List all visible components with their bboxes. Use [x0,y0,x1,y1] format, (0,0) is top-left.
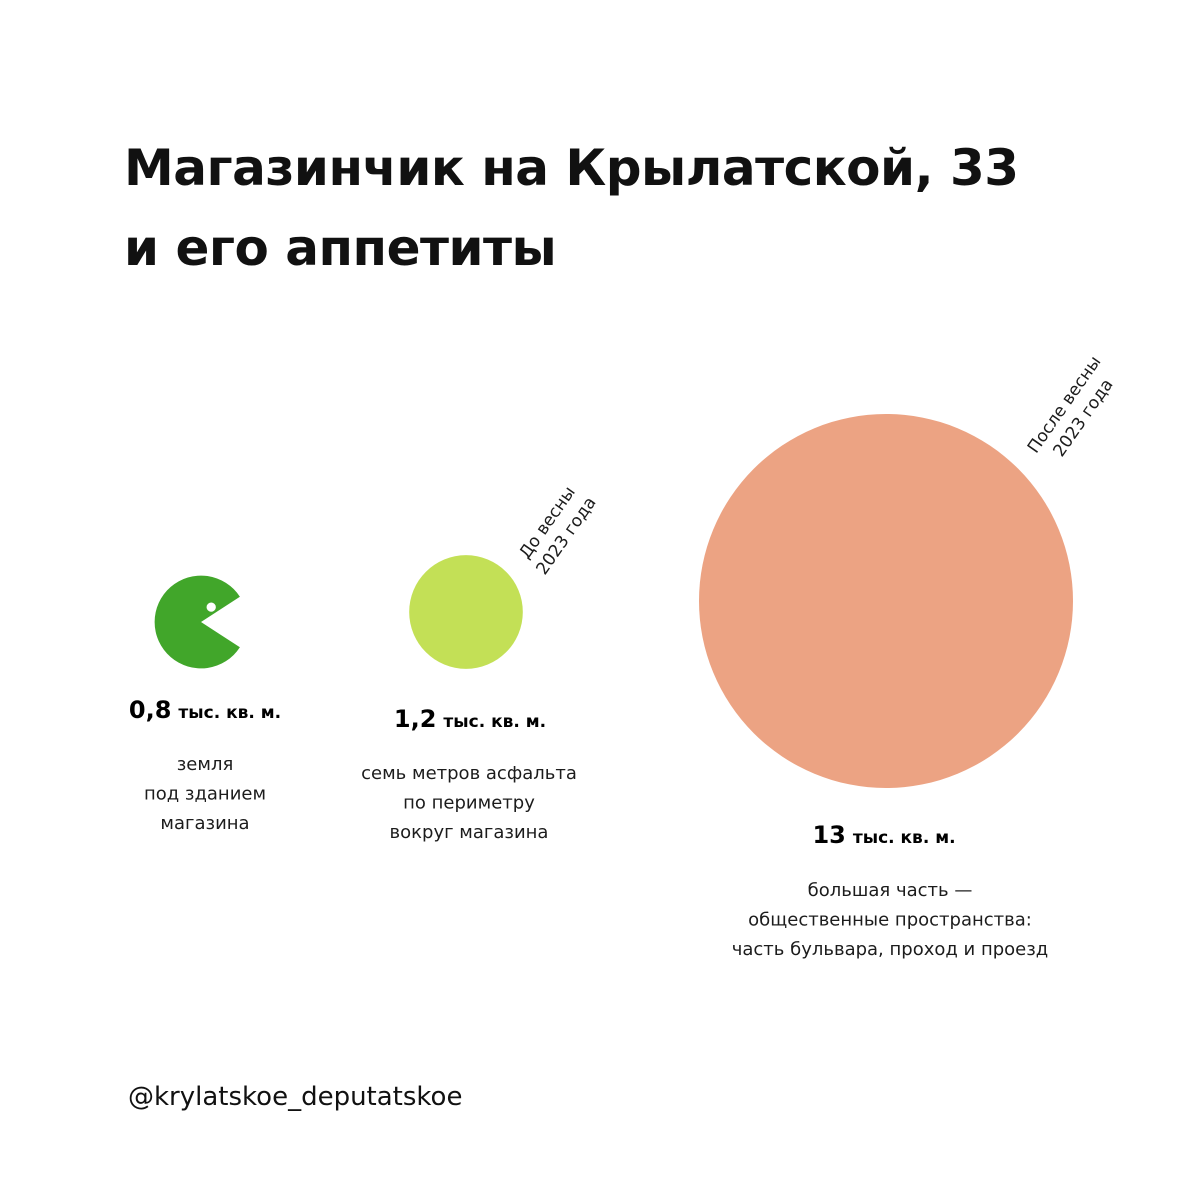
description-land: земля под зданием магазина [144,754,266,834]
pacman-icon [154,575,240,669]
value-number-land: 0,8 [129,696,172,724]
chart-title: Магазинчик на Крылатской, 33 и его аппет… [124,128,1124,288]
value-unit-after: тыс. кв. м. [853,828,956,848]
description-line: вокруг магазина [390,822,549,843]
value-number-after: 13 [812,821,845,849]
description-line: часть бульвара, проход и проезд [732,939,1049,960]
description-after: большая часть — общественные пространства… [732,880,1049,960]
bubble-before [409,555,523,669]
period-label-before: До весны2023 года [514,480,601,579]
value-label-after: 13 тыс. кв. м. [812,821,955,849]
pacman-eye [206,602,216,612]
description-before: семь метров асфальта по периметру вокруг м… [361,763,577,843]
description-line: большая часть — [808,880,973,901]
description-line: под зданием [144,784,266,805]
value-unit-before: тыс. кв. м. [443,712,546,732]
description-line: общественные пространства: [748,910,1032,931]
description-line: семь метров асфальта [361,763,577,784]
period-label-after: После весны2023 года [1024,353,1124,471]
chart-title-line-1: Магазинчик на Крылатской, 33 [124,139,1019,197]
chart-title-line-2: и его аппетиты [124,219,557,277]
bubble-after [699,414,1073,788]
value-label-before: 1,2 тыс. кв. м. [394,705,546,733]
author-handle[interactable]: @krylatskoe_deputatskoe [128,1082,463,1112]
value-number-before: 1,2 [394,705,437,733]
description-line: магазина [160,813,249,834]
value-unit-land: тыс. кв. м. [178,703,281,723]
value-label-land: 0,8 тыс. кв. м. [129,696,281,724]
description-line: по периметру [403,793,535,814]
description-line: земля [177,754,234,775]
